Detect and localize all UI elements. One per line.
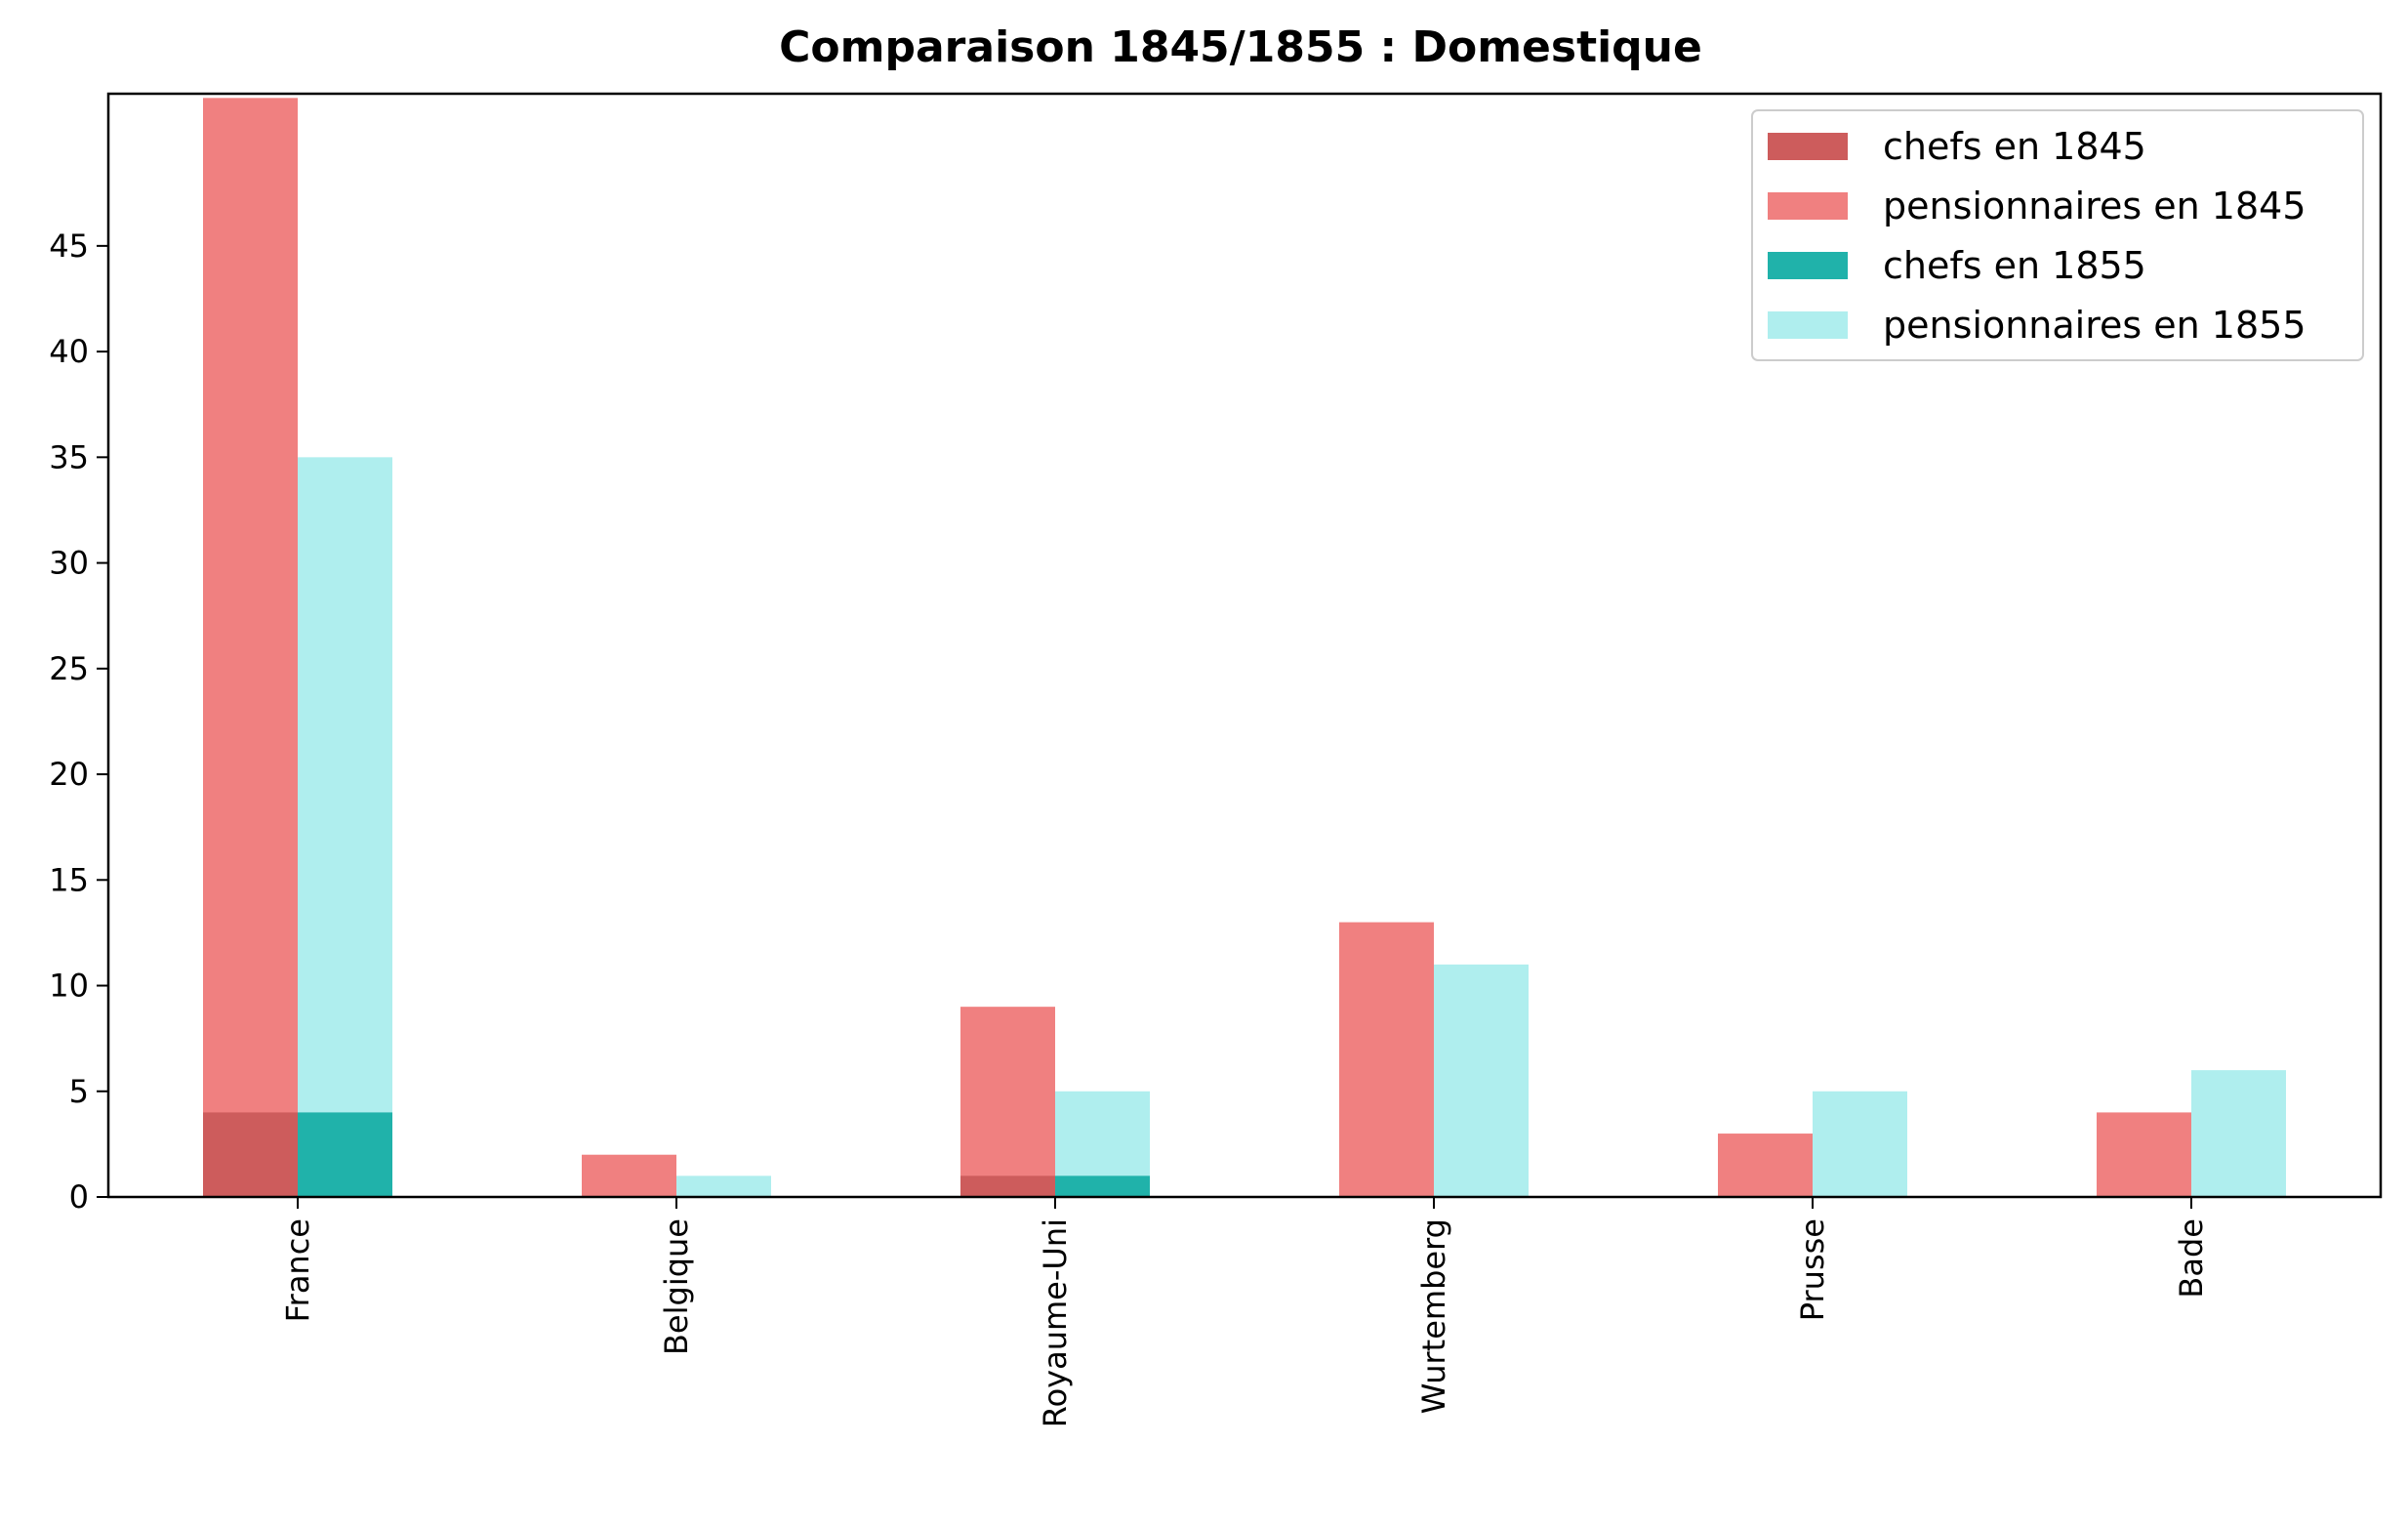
y-tick-label: 10 [49,968,89,1005]
x-tick-label-prusse: Prusse [1794,1218,1831,1321]
bars-group [203,98,2286,1198]
y-tick-label: 5 [69,1073,89,1110]
y-tick-label: 0 [69,1178,89,1216]
legend-swatch [1768,133,1848,160]
bar-pensionnaires-en-1845-Prusse [1718,1134,1813,1197]
bar-pensionnaires-en-1855-Prusse [1813,1091,1907,1197]
x-axis: France Belgique Royaume-Uni Wurtemberg Pruss… [279,1197,2210,1427]
bar-pensionnaires-en-1845-Royaume-Uni [960,1007,1055,1197]
bar-chefs-en-1845-Royaume-Uni [960,1175,1055,1197]
y-tick-label: 15 [49,861,89,898]
x-tick-label-belgique: Belgique [658,1218,695,1355]
bar-pensionnaires-en-1845-France [203,98,298,1198]
bar-pensionnaires-en-1855-Bade [2191,1070,2286,1197]
y-tick-label: 40 [49,333,89,370]
y-axis: 0 5 10 15 20 25 30 35 40 45 [49,227,108,1216]
y-tick-label: 35 [49,438,89,475]
y-tick-label: 20 [49,756,89,793]
legend: chefs en 1845 pensionnaires en 1845 chefs … [1751,109,2364,361]
bar-pensionnaires-en-1855-Wurtemberg [1434,964,1529,1197]
legend-label: chefs en 1845 [1883,125,2146,168]
x-tick-label-wurtemberg: Wurtemberg [1415,1218,1452,1414]
x-tick-label-royaume-uni: Royaume-Uni [1037,1218,1074,1427]
bar-chefs-en-1855-Royaume-Uni [1055,1175,1150,1197]
plot-frame [106,92,2383,1199]
bar-chefs-en-1845-France [203,1112,298,1197]
x-tick-label-bade: Bade [2173,1218,2210,1299]
legend-frame [1751,109,2364,361]
bar-pensionnaires-en-1855-France [298,457,392,1197]
legend-swatch [1768,252,1848,279]
bar-chefs-en-1855-France [298,1112,392,1197]
y-tick-label: 25 [49,650,89,687]
legend-label: pensionnaires en 1855 [1883,304,2306,347]
x-tick-label-france: France [279,1218,316,1322]
legend-label: pensionnaires en 1845 [1883,185,2306,227]
legend-swatch [1768,311,1848,339]
legend-label: chefs en 1855 [1883,244,2146,287]
y-tick-label: 45 [49,227,89,265]
bar-pensionnaires-en-1845-Bade [2097,1112,2191,1197]
bar-pensionnaires-en-1845-Wurtemberg [1339,922,1434,1197]
bar-pensionnaires-en-1855-Belgique [676,1175,771,1197]
legend-swatch [1768,192,1848,220]
chart-title: Comparaison 1845/1855 : Domestique [779,22,1702,72]
bar-pensionnaires-en-1845-Belgique [582,1154,676,1197]
y-tick-label: 30 [49,545,89,582]
